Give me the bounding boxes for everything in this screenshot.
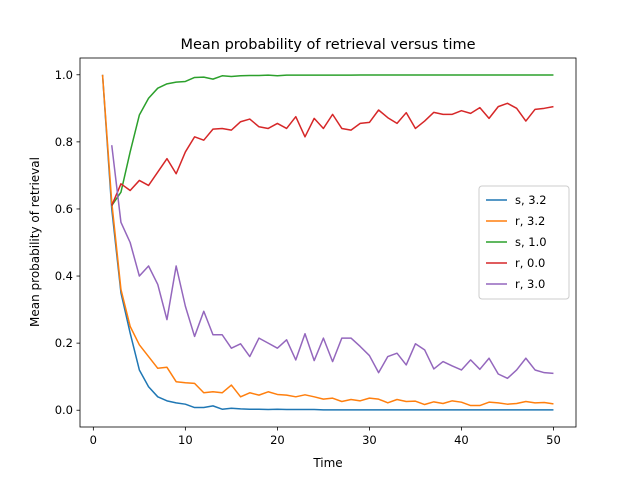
plot-frame: [79, 57, 577, 428]
chart-title: Mean probability of retrieval versus tim…: [180, 37, 475, 53]
y-tick-label: 0.8: [55, 135, 73, 149]
y-tick-label: 0.0: [55, 403, 73, 417]
legend-box: [478, 185, 570, 300]
series-line-3: [111, 102, 554, 206]
legend-label: r, 3.0: [515, 277, 545, 291]
x-tick-label: 30: [362, 433, 377, 447]
x-axis: 0 10 20 30 40 50: [90, 427, 561, 447]
series-line-2: [111, 74, 554, 207]
series-line-0: [101, 74, 554, 411]
legend-label: s, 3.2: [515, 193, 547, 207]
x-tick-label: 0: [90, 433, 97, 447]
series-line-4: [111, 145, 554, 380]
series-line-1: [101, 74, 554, 407]
y-axis: 0.0 0.2 0.4 0.6 0.8 1.0: [55, 68, 80, 417]
plot-lines: [101, 74, 554, 411]
x-tick-label: 40: [454, 433, 469, 447]
legend-label: s, 1.0: [515, 235, 547, 249]
legend-label: r, 0.0: [515, 256, 545, 270]
y-tick-label: 0.4: [55, 269, 73, 283]
y-tick-label: 0.6: [55, 202, 73, 216]
y-tick-label: 0.2: [55, 336, 73, 350]
x-axis-label: Time: [312, 456, 342, 470]
x-tick-label: 50: [546, 433, 561, 447]
x-tick-label: 10: [178, 433, 193, 447]
x-tick-label: 20: [270, 433, 285, 447]
legend: s, 3.2 r, 3.2 s, 1.0 r, 0.0 r, 3.0: [478, 185, 570, 300]
y-axis-label: Mean probability of retrieval: [28, 157, 42, 327]
y-tick-label: 1.0: [55, 68, 73, 82]
legend-label: r, 3.2: [515, 214, 545, 228]
